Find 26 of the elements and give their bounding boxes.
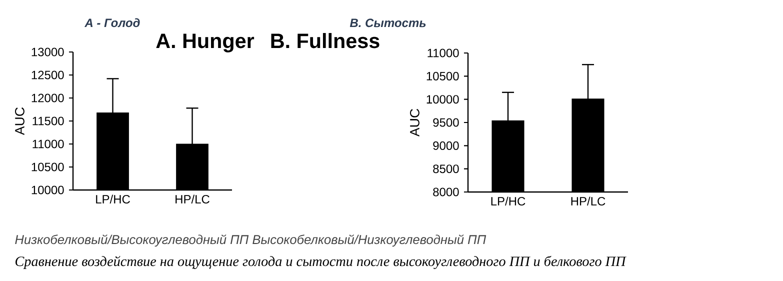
y-tick-label: 11000 xyxy=(428,48,459,58)
y-tick-label: 10000 xyxy=(426,95,459,104)
y-tick-label: 10000 xyxy=(32,186,64,194)
y-axis-title: AUC xyxy=(410,108,420,137)
y-tick-label: 9500 xyxy=(433,118,459,127)
y-tick-label: 9000 xyxy=(433,141,459,150)
y-tick-label: 11000 xyxy=(32,140,64,148)
x-tick-label: LP/HC xyxy=(96,194,130,204)
y-tick-label: 12000 xyxy=(32,94,64,102)
x-tick-label: HP/LC xyxy=(571,196,606,206)
y-tick-label: 8500 xyxy=(433,164,459,174)
text: Сравнение воздействие на ощущение голода и сытости после высокоуглеводного ПП и белкового ПП xyxy=(16,256,626,270)
y-tick-label: 13000 xyxy=(32,48,64,56)
y-axis-title: AUC xyxy=(15,107,24,136)
y-tick-label: 11500 xyxy=(32,116,64,126)
x-tick-label: LP/HC xyxy=(491,196,526,206)
chart-subtitle: B. Сытость xyxy=(350,18,426,28)
x-tick-label: HP/LC xyxy=(176,194,210,204)
y-tick-label: 12500 xyxy=(32,70,64,80)
y-tick-label: 10500 xyxy=(32,162,64,172)
chart-title: A. Hunger xyxy=(156,34,254,52)
y-tick-label: 10500 xyxy=(426,72,459,80)
chart-title: B. Fullness xyxy=(271,33,380,48)
y-tick-label: 8000 xyxy=(433,188,459,196)
chart-subtitle: A - Голод xyxy=(84,18,140,28)
text: Низкобелковый/Высокоуглеводный ПП Высокобелковый/Низкоуглеводный ПП xyxy=(15,234,486,247)
